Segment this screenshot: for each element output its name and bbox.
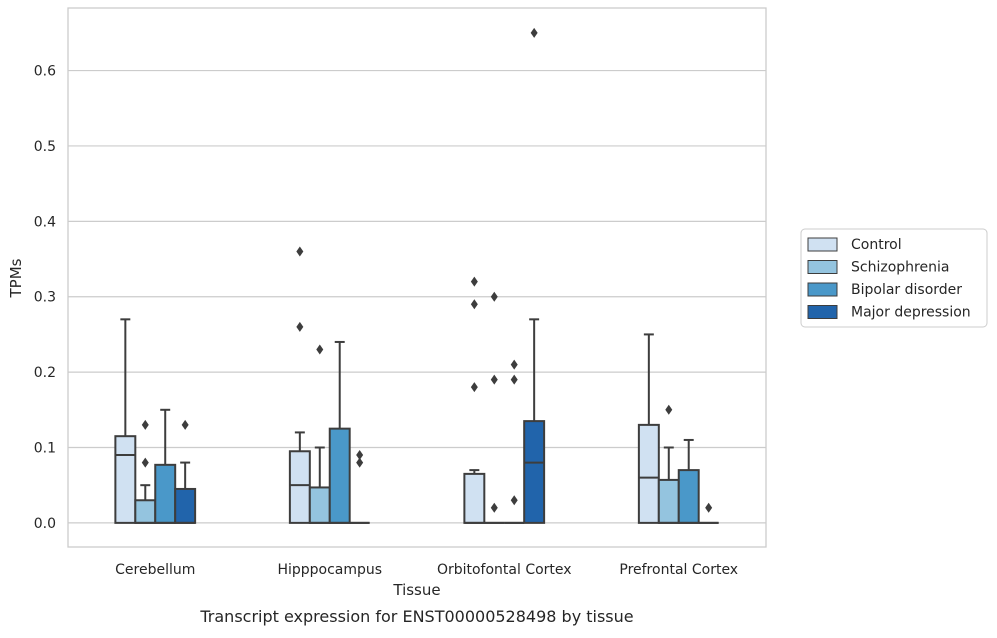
box-body	[677, 469, 700, 524]
box-control	[463, 276, 486, 524]
outlier-point	[296, 321, 304, 332]
box-body	[308, 486, 331, 524]
box-schizophrenia	[657, 404, 680, 524]
box-bipolar-disorder	[504, 359, 525, 524]
legend-label: Bipolar disorder	[851, 282, 962, 298]
outlier-point	[296, 246, 304, 257]
outlier-point	[356, 450, 364, 461]
box-body	[523, 420, 546, 524]
legend-swatch	[807, 237, 838, 252]
box-body	[288, 450, 311, 524]
box-control	[114, 318, 137, 524]
boxes	[114, 27, 719, 524]
outlier-point	[141, 419, 149, 430]
box-schizophrenia	[308, 344, 331, 524]
outlier-point	[181, 419, 189, 430]
outlier-point	[356, 457, 364, 468]
y-tick-label: 0.6	[34, 64, 56, 80]
box-body	[114, 435, 137, 524]
y-tick-label: 0.2	[34, 365, 56, 381]
y-tick-label: 0.0	[34, 516, 56, 532]
outlier-point	[665, 404, 673, 415]
outlier-point	[470, 276, 478, 287]
legend-swatch	[807, 282, 838, 297]
box-body	[154, 463, 177, 524]
outlier-point	[510, 374, 518, 385]
legend-swatch	[807, 305, 838, 319]
box-body	[657, 478, 680, 524]
box-bipolar-disorder	[677, 438, 700, 524]
outlier-point	[316, 344, 324, 355]
gridlines	[68, 69, 766, 524]
plot-frame	[67, 7, 767, 548]
box-bipolar-disorder	[154, 408, 177, 524]
x-tick-labels: Cerebellum Hipppocampus Orbitofontal Corte…	[115, 562, 738, 578]
x-axis-label: Tissue	[392, 581, 440, 599]
box-schizophrenia	[134, 419, 157, 524]
legend-label: Major depression	[851, 305, 971, 321]
x-tick-label: Hipppocampus	[277, 562, 382, 578]
box-major-depression	[523, 27, 546, 524]
outlier-point	[510, 495, 518, 506]
x-tick-label: Prefrontal Cortex	[619, 562, 738, 578]
legend-frame	[800, 228, 988, 328]
outlier-point	[490, 502, 498, 513]
box-body	[174, 487, 197, 524]
legend-label: Control	[851, 237, 902, 253]
y-tick-labels: 0.0 0.1 0.2 0.3 0.4 0.5 0.6	[34, 64, 56, 532]
y-tick-label: 0.1	[34, 440, 56, 456]
outlier-point	[510, 359, 518, 370]
chart-caption: Transcript expression for ENST0000052849…	[199, 607, 633, 626]
box-major-depression	[698, 502, 719, 524]
y-axis-label: TPMs	[7, 258, 25, 298]
outlier-point	[470, 299, 478, 310]
box-major-depression	[349, 450, 370, 524]
y-tick-label: 0.3	[34, 290, 56, 306]
outlier-point	[141, 457, 149, 468]
box-schizophrenia	[484, 291, 505, 524]
box-major-depression	[174, 419, 197, 524]
outlier-point	[490, 291, 498, 302]
outlier-point	[490, 374, 498, 385]
legend-label: Schizophrenia	[851, 260, 949, 276]
outlier-point	[470, 382, 478, 393]
box-body	[134, 499, 157, 524]
box-bipolar-disorder	[328, 340, 351, 524]
box-body	[637, 423, 660, 524]
box-body	[463, 472, 486, 524]
legend-swatch	[807, 260, 838, 274]
box-control	[637, 333, 660, 524]
outlier-point	[705, 502, 713, 513]
box-control	[288, 246, 311, 524]
x-tick-label: Orbitofontal Cortex	[437, 562, 572, 578]
x-tick-label: Cerebellum	[115, 562, 195, 578]
box-body	[328, 427, 351, 524]
outlier-point	[530, 27, 538, 38]
legend: Control Schizophrenia Bipolar disorder Majo…	[800, 228, 988, 328]
y-tick-label: 0.5	[34, 139, 56, 155]
y-tick-label: 0.4	[34, 214, 56, 230]
